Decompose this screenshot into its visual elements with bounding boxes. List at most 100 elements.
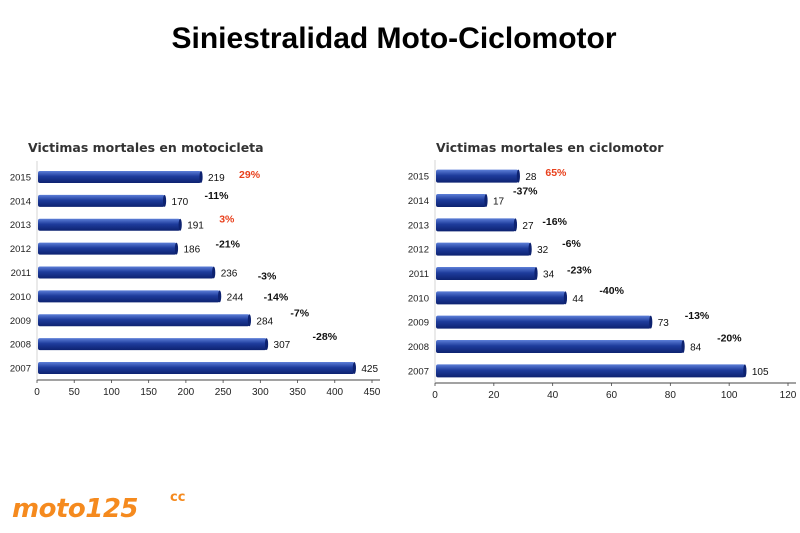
moto-change-label: -11% xyxy=(205,190,230,202)
moto-value-label: 236 xyxy=(221,269,238,280)
ciclo-change-label: -20% xyxy=(717,333,742,345)
ciclo-category-label: 2009 xyxy=(408,318,429,329)
ciclo-bar-cap xyxy=(534,267,538,280)
ciclo-bar xyxy=(436,315,651,329)
moto-bar xyxy=(38,170,202,183)
ciclo-x-tick-label: 40 xyxy=(547,390,559,401)
moto-bar xyxy=(38,314,250,327)
logo-wordmark: moto125 xyxy=(12,494,139,524)
moto-bar xyxy=(38,290,220,303)
moto-bar-cap xyxy=(162,194,167,207)
moto-change-label: -14% xyxy=(264,291,289,303)
ciclo-bar xyxy=(436,194,487,207)
ciclo-bar xyxy=(436,291,566,305)
moto-change-label: -3% xyxy=(258,271,277,283)
ciclo-bar-cap xyxy=(513,218,518,232)
ciclo-x-tick-label: 100 xyxy=(721,390,738,401)
moto-change-label: 3% xyxy=(219,214,235,226)
ciclo-change-label: -37% xyxy=(513,186,538,198)
ciclo-bar-cap xyxy=(528,242,532,256)
ciclo-bar xyxy=(436,267,537,280)
ciclo-category-label: 2008 xyxy=(408,342,429,353)
ciclo-bar-cap xyxy=(649,315,653,329)
moto-bar-cap xyxy=(247,314,252,327)
ciclo-bar-cap xyxy=(563,291,568,305)
moto-x-tick-label: 200 xyxy=(178,387,195,398)
ciclo-bar-cap xyxy=(516,169,520,183)
moto-category-label: 2010 xyxy=(10,292,31,303)
moto-bar-cap xyxy=(199,170,203,183)
ciclo-title: Victimas mortales en ciclomotor xyxy=(436,140,664,155)
chart-ciclomotor-svg: Victimas mortales en ciclomotor 0 20 40 60 80… xyxy=(408,140,797,401)
ciclo-x-tick-label: 80 xyxy=(665,390,677,401)
moto-value-label: 425 xyxy=(361,364,378,375)
ciclo-change-label: 65% xyxy=(545,167,567,179)
moto-x-tick-label: 450 xyxy=(364,387,381,398)
moto-change-label: 29% xyxy=(239,169,261,181)
moto-bar-cap xyxy=(174,242,179,255)
moto-change-label: -28% xyxy=(313,331,338,343)
moto-bar xyxy=(38,362,355,375)
moto-value-label: 244 xyxy=(227,292,244,303)
moto-bar-cap xyxy=(218,290,222,303)
ciclo-value-label: 84 xyxy=(690,343,702,354)
ciclo-category-label: 2015 xyxy=(408,172,429,183)
moto-x-tick-label: 150 xyxy=(140,387,157,398)
moto-change-label: -21% xyxy=(215,239,240,251)
moto-bar xyxy=(38,194,165,207)
moto-category-label: 2011 xyxy=(11,268,31,279)
moto125-logo: moto125 cc xyxy=(12,490,212,530)
moto-category-label: 2008 xyxy=(10,340,31,351)
moto-x-tick-label: 300 xyxy=(252,387,269,398)
ciclo-value-label: 27 xyxy=(522,221,534,232)
ciclo-x-tick-label: 20 xyxy=(488,390,500,401)
moto-bar-cap xyxy=(178,218,182,231)
moto-value-label: 307 xyxy=(274,340,291,351)
ciclo-change-label: -6% xyxy=(562,238,581,250)
moto-category-label: 2009 xyxy=(10,316,31,327)
moto-category-label: 2012 xyxy=(10,244,31,255)
ciclo-category-label: 2011 xyxy=(409,269,429,280)
page-title: Siniestralidad Moto-Ciclomotor xyxy=(171,22,617,55)
ciclo-bar xyxy=(436,364,745,378)
ciclo-value-label: 28 xyxy=(525,172,537,183)
ciclo-change-label: -40% xyxy=(599,285,624,297)
ciclo-bar-cap xyxy=(743,364,747,378)
ciclo-x-tick-label: 120 xyxy=(780,390,797,401)
ciclo-bar xyxy=(436,242,531,256)
ciclo-value-label: 73 xyxy=(658,318,670,329)
logo-superscript: cc xyxy=(170,490,186,505)
moto-bar xyxy=(38,218,181,231)
moto-value-label: 219 xyxy=(208,173,225,184)
ciclo-category-label: 2012 xyxy=(408,245,429,256)
moto-category-label: 2015 xyxy=(10,172,31,183)
ciclo-value-label: 32 xyxy=(537,245,549,256)
moto-category-label: 2013 xyxy=(10,220,31,231)
logo-text: moto125 xyxy=(12,494,139,524)
ciclo-x-tick-label: 0 xyxy=(432,390,438,401)
moto-bar-cap xyxy=(352,362,356,375)
ciclo-change-label: -16% xyxy=(542,216,567,228)
moto-x-tick-label: 50 xyxy=(69,387,81,398)
ciclo-change-label: -23% xyxy=(567,265,592,277)
ciclo-category-label: 2013 xyxy=(408,220,429,231)
moto-change-label: -7% xyxy=(290,307,309,319)
ciclo-value-label: 17 xyxy=(493,197,505,208)
ciclo-bar-cap xyxy=(681,340,685,353)
moto-x-tick-label: 0 xyxy=(34,387,40,398)
moto-x-tick-label: 350 xyxy=(289,387,306,398)
moto-x-tick-label: 100 xyxy=(103,387,120,398)
ciclo-bar xyxy=(436,169,519,183)
moto-x-tick-label: 250 xyxy=(215,387,232,398)
moto-bar xyxy=(38,266,214,279)
ciclo-bar xyxy=(436,218,516,232)
moto-bar-cap xyxy=(212,266,216,279)
moto-title: Victimas mortales en motocicleta xyxy=(28,140,264,155)
ciclo-value-label: 34 xyxy=(543,270,555,281)
ciclo-category-label: 2014 xyxy=(408,196,429,207)
chart-motocicleta-svg: Victimas mortales en motocicleta 0 50 100 15… xyxy=(10,140,381,398)
ciclo-category-label: 2010 xyxy=(408,293,429,304)
ciclo-bar-cap xyxy=(484,194,488,207)
ciclo-value-label: 44 xyxy=(572,294,584,305)
moto-bar xyxy=(38,242,177,255)
